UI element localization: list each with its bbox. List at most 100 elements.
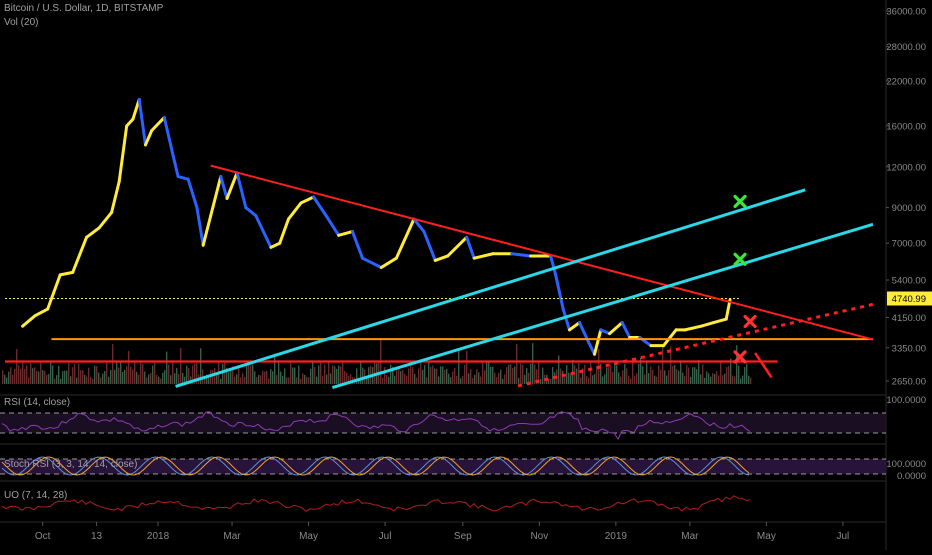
volume-bar [28, 377, 30, 384]
volume-legend[interactable]: Vol (20) [4, 17, 39, 28]
price-series [21, 97, 732, 356]
volume-bar [182, 372, 184, 384]
volume-bar [344, 371, 346, 384]
volume-bar [642, 366, 644, 384]
volume-bar [330, 373, 332, 384]
volume-bar [228, 372, 230, 384]
volume-bar [390, 364, 392, 384]
volume-bar [564, 377, 566, 384]
volume-bar [492, 366, 494, 384]
price-segment [712, 317, 728, 325]
volume-bar [560, 368, 562, 384]
volume-bar [234, 376, 236, 384]
rsi-legend[interactable]: RSI (14, close) [4, 397, 71, 408]
volume-bar [646, 361, 648, 384]
price-segment [244, 206, 258, 218]
volume-bar [424, 365, 426, 384]
volume-bar [168, 364, 170, 384]
price-segment [33, 307, 50, 318]
volume-bar [604, 374, 606, 384]
volume-bar [256, 377, 258, 384]
price-segment [422, 230, 437, 262]
volume-bar [654, 375, 656, 384]
price-segment [312, 195, 328, 218]
volume-bar [272, 371, 274, 384]
volume-bar [68, 362, 70, 384]
volume-bar [682, 372, 684, 384]
volume-bar [692, 367, 694, 384]
descending-trendline [210, 164, 874, 341]
volume-bar [310, 368, 312, 384]
volume-bar [32, 368, 34, 384]
channel-upper-line [175, 188, 806, 388]
volume-bar [56, 375, 58, 384]
volume-bar [506, 367, 508, 384]
volume-bar [440, 366, 442, 384]
red-x-mark [743, 314, 757, 329]
volume-bar [496, 377, 498, 384]
volume-bar [720, 361, 722, 384]
stoch-k-line [1, 456, 750, 476]
price-segment [97, 210, 114, 230]
price-segment [662, 328, 678, 348]
volume-bar [264, 371, 266, 384]
volume-bar [54, 378, 56, 384]
time-tick-label: 2019 [605, 531, 628, 542]
volume-bar [286, 377, 288, 384]
volume-bar [214, 367, 216, 384]
volume-bar [402, 369, 404, 384]
stoch-rsi-legend[interactable]: Stoch RSI (3, 3, 14, 14, close) [4, 459, 138, 470]
volume-bar [672, 366, 674, 384]
price-segment [254, 214, 273, 249]
volume-bar [76, 377, 78, 384]
volume-bar [224, 362, 226, 384]
volume-bar [474, 374, 476, 384]
volume-bar [50, 361, 52, 384]
volume-bar [736, 345, 738, 384]
volume-bar [20, 369, 22, 384]
volume-bar [38, 371, 40, 384]
volume-bar [574, 365, 576, 384]
volume-bar [188, 368, 190, 384]
volume-bar [230, 368, 232, 384]
volume-bar [2, 370, 4, 384]
volume-bar [116, 362, 118, 384]
volume-bar [246, 364, 248, 384]
volume-bar [102, 373, 104, 384]
volume-bar [270, 369, 272, 384]
volume-bar [466, 351, 468, 384]
price-segment [724, 298, 732, 321]
volume-bar [90, 377, 92, 384]
price-tick-label: 22000.00 [886, 76, 926, 87]
time-tick-label: Jul [836, 531, 849, 542]
volume-bar [162, 372, 164, 384]
volume-bar [206, 374, 208, 384]
volume-bar [388, 376, 390, 384]
x-mark-stroke [733, 350, 747, 364]
volume-bar [750, 377, 752, 384]
volume-bar [484, 370, 486, 384]
volume-bar [126, 366, 128, 384]
volume-bar [212, 370, 214, 384]
volume-bar [322, 375, 324, 384]
uo-legend[interactable]: UO (7, 14, 28) [4, 490, 68, 501]
price-segment [620, 321, 632, 340]
volume-bar [204, 376, 206, 384]
volume-bar [386, 375, 388, 384]
volume-bar [96, 366, 98, 384]
volume-bar [468, 373, 470, 384]
symbol-legend[interactable]: Bitcoin / U.S. Dollar, 1D, BITSTAMP [4, 3, 164, 14]
volume-bar [730, 358, 732, 384]
volume-bar [432, 365, 434, 384]
volume-bar [592, 375, 594, 384]
price-segment [21, 314, 37, 328]
volume-bar [588, 377, 590, 384]
volume-bar [516, 343, 518, 384]
time-tick-label: May [757, 531, 776, 542]
volume-bar [580, 377, 582, 384]
price-segment [324, 214, 341, 237]
rsi-tick-label: 100.0000 [886, 395, 926, 406]
volume-bar [48, 374, 50, 384]
volume-bar [410, 361, 412, 384]
